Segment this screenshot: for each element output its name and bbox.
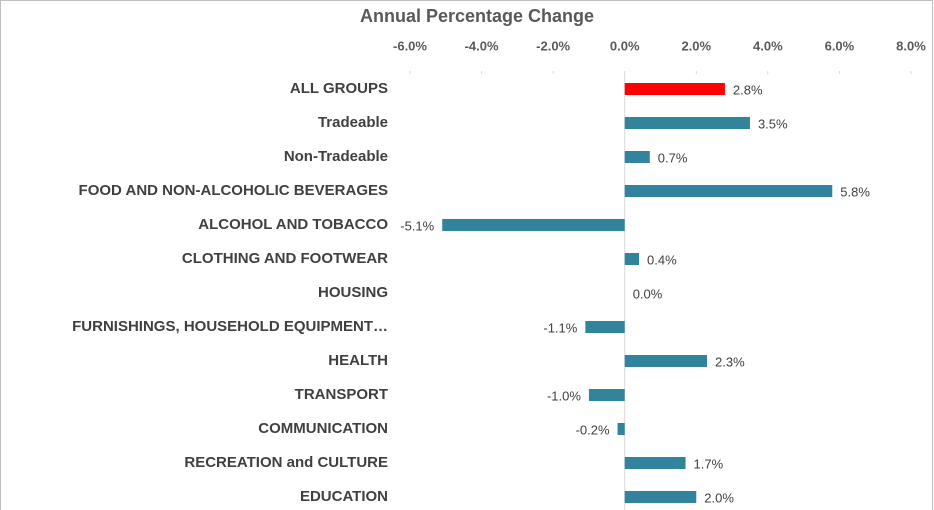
data-label: 0.7% [658,150,688,165]
bar [617,423,625,435]
category-label: TRANSPORT [295,386,388,403]
bar [624,151,650,163]
data-label: 0.0% [633,286,663,301]
data-label: 2.0% [704,490,734,505]
x-tick-label: 4.0% [753,38,783,53]
category-label: ALCOHOL AND TOBACCO [198,216,388,233]
data-label: 1.7% [694,456,724,471]
x-tick-label: -4.0% [465,38,499,53]
data-label: -0.2% [576,422,610,437]
bar [624,457,686,469]
x-tick-label: 8.0% [896,38,926,53]
data-label: 2.3% [715,354,745,369]
data-label: 3.5% [758,116,788,131]
data-label: 0.4% [647,252,677,267]
bar [624,253,640,265]
bar [624,117,750,129]
category-label: FOOD AND NON-ALCOHOLIC BEVERAGES [79,182,388,199]
chart-title: Annual Percentage Change [360,6,594,26]
bar [624,83,725,95]
bar [624,491,697,503]
x-tick-label: 2.0% [681,38,711,53]
category-label: RECREATION and CULTURE [184,454,388,471]
category-label: Tradeable [318,114,388,131]
data-label: -5.1% [400,218,434,233]
bar [442,219,625,231]
bar [585,321,625,333]
category-label: EDUCATION [300,488,388,505]
bar [624,185,833,197]
category-label: ALL GROUPS [290,80,388,97]
x-tick-label: 0.0% [610,38,640,53]
category-label: Non-Tradeable [284,148,388,165]
category-label: COMMUNICATION [258,420,388,437]
x-tick-label: 6.0% [825,38,855,53]
x-tick-label: -6.0% [393,38,427,53]
bar [624,355,708,367]
bar [588,389,625,401]
category-label: HEALTH [328,352,388,369]
data-label: 5.8% [840,184,870,199]
category-label: HOUSING [318,284,388,301]
category-label: FURNISHINGS, HOUSEHOLD EQUIPMENT… [72,318,388,335]
category-label: CLOTHING AND FOOTWEAR [182,250,388,267]
data-label: 2.8% [733,82,763,97]
data-label: -1.1% [543,320,577,335]
x-tick-label: -2.0% [536,38,570,53]
data-label: -1.0% [547,388,581,403]
